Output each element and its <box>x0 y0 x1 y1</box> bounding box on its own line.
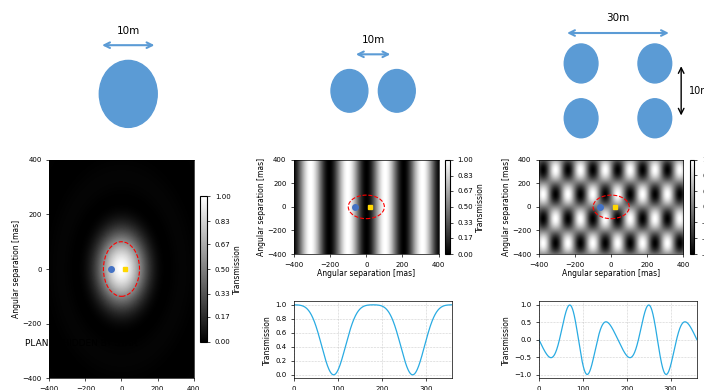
Y-axis label: Transmission: Transmission <box>263 315 272 365</box>
Y-axis label: Angular separation [mas]: Angular separation [mas] <box>502 158 510 256</box>
Circle shape <box>638 99 672 138</box>
Circle shape <box>638 44 672 83</box>
Text: PLANET HIDDEN BY STAR: PLANET HIDDEN BY STAR <box>25 339 137 348</box>
Y-axis label: Angular separation [mas]: Angular separation [mas] <box>257 158 266 256</box>
Circle shape <box>565 44 598 83</box>
Circle shape <box>378 69 415 112</box>
Y-axis label: Angular separation [mas]: Angular separation [mas] <box>12 220 21 318</box>
Circle shape <box>565 99 598 138</box>
Y-axis label: Transmission: Transmission <box>476 182 485 232</box>
Circle shape <box>99 60 157 128</box>
Y-axis label: Transmission: Transmission <box>234 244 242 294</box>
Text: 30m: 30m <box>606 12 629 23</box>
X-axis label: Angular separation [mas]: Angular separation [mas] <box>562 269 660 278</box>
Text: 10m: 10m <box>361 35 385 45</box>
Text: 10m: 10m <box>689 86 704 96</box>
Circle shape <box>331 69 368 112</box>
Y-axis label: Transmission: Transmission <box>503 315 511 365</box>
X-axis label: Angular separation [mas]: Angular separation [mas] <box>318 269 415 278</box>
Text: 10m: 10m <box>117 26 140 36</box>
